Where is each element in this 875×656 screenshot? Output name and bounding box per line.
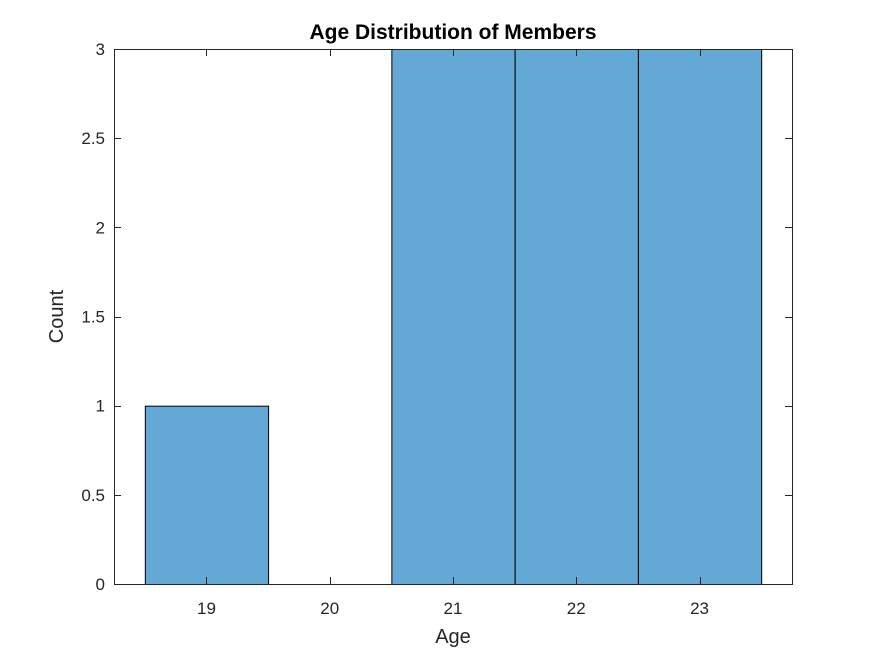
y-tick-label: 2	[96, 218, 105, 237]
x-tick-label: 22	[567, 599, 586, 618]
y-axis-label: Count	[46, 289, 68, 343]
x-axis-label: Age	[435, 626, 471, 648]
bar-23	[637, 49, 763, 585]
x-tick-label: 23	[690, 599, 709, 618]
y-tick-label: 0	[96, 575, 105, 594]
plot-area-frame	[114, 49, 793, 585]
ticks-layer: 19 20 21 22 23 0 0.5 1 1.5 2 2.5 3	[81, 40, 792, 618]
bar-21	[391, 49, 516, 585]
x-tick-label: 20	[320, 599, 339, 618]
y-tick-label: 3	[96, 40, 105, 59]
x-tick-label: 21	[444, 599, 463, 618]
y-tick-label: 1.5	[81, 308, 105, 327]
y-tick-label: 2.5	[81, 129, 105, 148]
chart-title: Age Distribution of Members	[309, 21, 596, 44]
y-tick-label: 0.5	[81, 486, 105, 505]
bars-layer	[144, 49, 763, 585]
x-tick-label: 19	[197, 599, 216, 618]
bar-22	[514, 49, 639, 585]
bar-19	[144, 405, 270, 585]
y-tick-label: 1	[96, 397, 105, 416]
